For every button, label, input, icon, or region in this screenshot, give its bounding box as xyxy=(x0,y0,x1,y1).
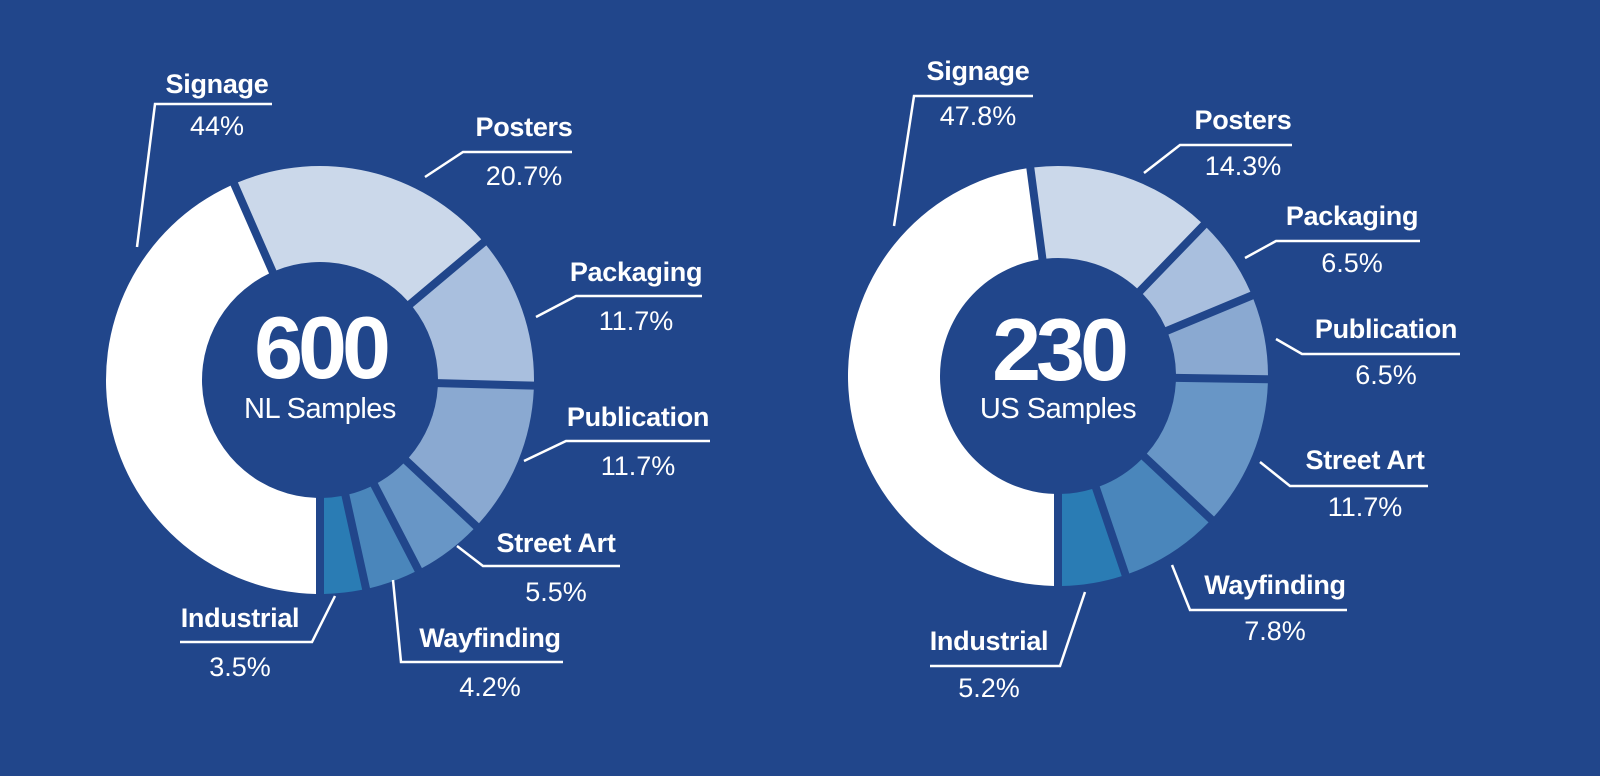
nl-total-samples: 600 xyxy=(254,298,388,397)
us-label-industrial: Industrial xyxy=(930,626,1049,656)
us-label-publication: Publication xyxy=(1315,314,1457,344)
us-total-samples: 230 xyxy=(992,300,1126,399)
nl-label-wayfinding: Wayfinding xyxy=(419,623,560,653)
us-value-wayfinding: 7.8% xyxy=(1244,616,1306,646)
us-slice-wayfinding xyxy=(1099,459,1209,574)
us-leader-wayfinding xyxy=(1170,564,1347,612)
us-value-street-art: 11.7% xyxy=(1328,492,1403,522)
nl-value-street-art: 5.5% xyxy=(525,577,587,607)
nl-label-packaging: Packaging xyxy=(570,257,702,287)
nl-slice-street-art xyxy=(377,463,474,569)
nl-leader-packaging xyxy=(535,294,702,319)
nl-leader-posters xyxy=(424,150,572,179)
us-slices xyxy=(848,165,1268,586)
nl-value-publication: 11.7% xyxy=(601,451,676,481)
donut-chart-nl: 600 NL Samples Signage 44% Posters 20.7% Pac… xyxy=(105,69,710,702)
us-value-packaging: 6.5% xyxy=(1321,248,1383,278)
nl-slice-industrial xyxy=(323,496,363,594)
us-label-posters: Posters xyxy=(1195,105,1292,135)
us-value-posters: 14.3% xyxy=(1205,151,1282,181)
us-label-wayfinding: Wayfinding xyxy=(1204,570,1345,600)
us-value-publication: 6.5% xyxy=(1355,360,1417,390)
us-samples-caption: US Samples xyxy=(980,393,1136,425)
us-leader-industrial xyxy=(930,591,1087,668)
us-leader-signage xyxy=(892,94,1033,227)
nl-value-industrial: 3.5% xyxy=(209,652,271,682)
nl-slice-wayfinding xyxy=(349,486,415,589)
nl-leader-signage xyxy=(135,102,272,248)
nl-slice-publication xyxy=(408,387,534,524)
us-slice-publication xyxy=(1168,299,1268,376)
nl-leader-street-art xyxy=(456,545,620,568)
nl-leader-publication xyxy=(523,439,710,463)
nl-label-street-art: Street Art xyxy=(496,528,615,558)
nl-slices xyxy=(105,165,535,594)
nl-leader-industrial xyxy=(180,595,337,644)
nl-value-packaging: 11.7% xyxy=(599,306,674,336)
us-leader-posters xyxy=(1143,143,1292,174)
us-leader-publication xyxy=(1275,337,1460,356)
nl-slice-packaging xyxy=(412,245,535,382)
us-label-street-art: Street Art xyxy=(1305,445,1424,475)
nl-slice-posters xyxy=(237,165,482,302)
nl-label-posters: Posters xyxy=(476,112,573,142)
nl-samples-caption: NL Samples xyxy=(244,393,396,425)
nl-label-signage: Signage xyxy=(166,69,269,99)
nl-label-industrial: Industrial xyxy=(181,603,300,633)
nl-leader-wayfinding xyxy=(391,579,563,664)
us-leader-street-art xyxy=(1259,461,1428,488)
us-slice-industrial xyxy=(1061,488,1122,586)
nl-value-signage: 44% xyxy=(190,111,244,141)
us-slice-posters xyxy=(1034,165,1201,289)
us-slice-packaging xyxy=(1142,227,1251,328)
us-label-packaging: Packaging xyxy=(1286,201,1418,231)
us-value-industrial: 5.2% xyxy=(958,673,1020,703)
nl-slice-signage xyxy=(105,185,317,594)
nl-value-wayfinding: 4.2% xyxy=(459,672,521,702)
nl-value-posters: 20.7% xyxy=(486,161,563,191)
nl-label-publication: Publication xyxy=(567,402,709,432)
us-slice-signage xyxy=(848,168,1055,586)
us-label-signage: Signage xyxy=(927,56,1030,86)
us-slice-street-art xyxy=(1146,381,1268,517)
us-leader-packaging xyxy=(1244,239,1420,260)
us-value-signage: 47.8% xyxy=(940,101,1017,131)
